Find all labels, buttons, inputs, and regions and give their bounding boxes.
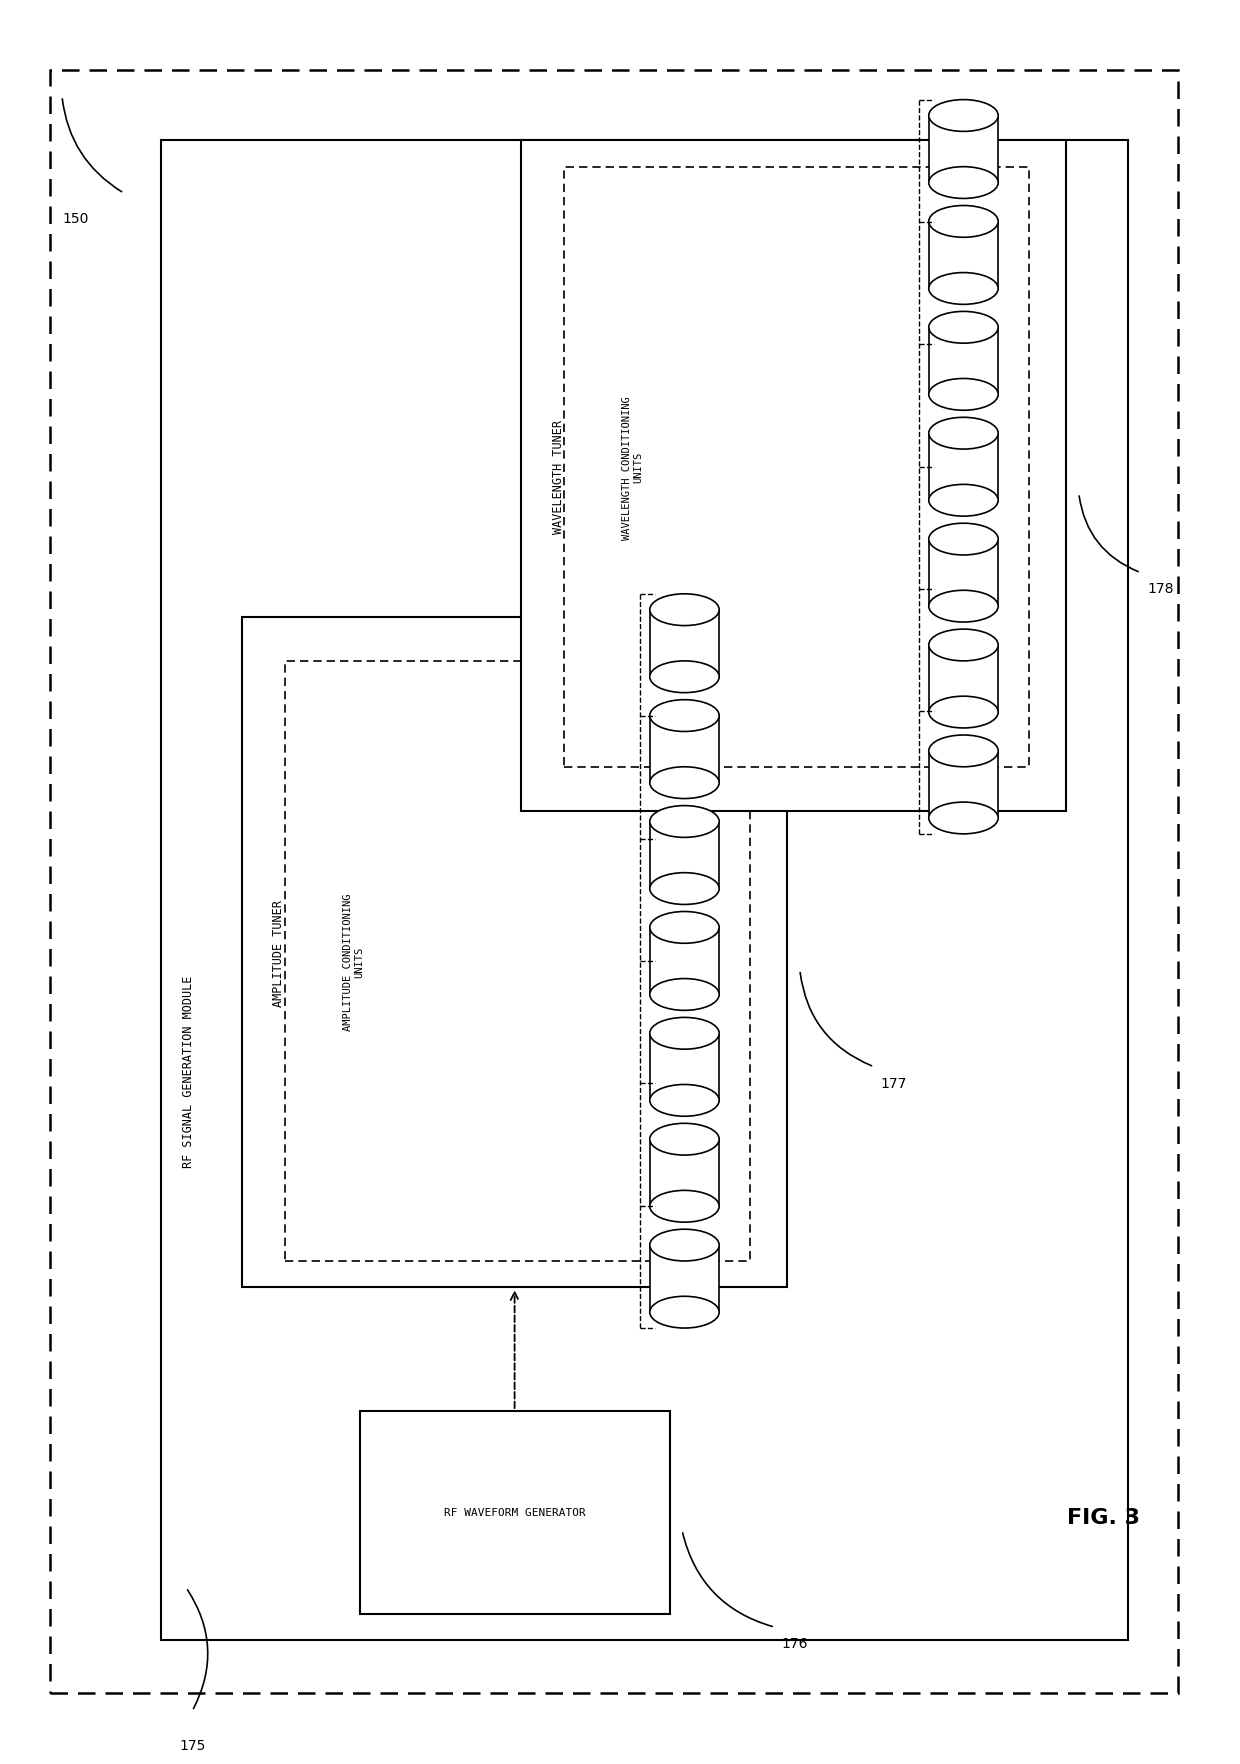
Ellipse shape — [929, 101, 998, 132]
Text: 175: 175 — [180, 1738, 206, 1752]
Bar — [929, 116, 998, 183]
Bar — [929, 751, 998, 818]
Ellipse shape — [650, 1191, 719, 1222]
Text: 178: 178 — [1147, 582, 1173, 596]
Ellipse shape — [650, 1018, 719, 1050]
Ellipse shape — [650, 1297, 719, 1328]
Ellipse shape — [650, 700, 719, 732]
Text: FIG. 3: FIG. 3 — [1068, 1506, 1140, 1528]
Ellipse shape — [929, 524, 998, 556]
Bar — [285, 662, 750, 1261]
Text: WAVELENGTH CONDITIONING
UNITS: WAVELENGTH CONDITIONING UNITS — [621, 395, 644, 540]
Ellipse shape — [650, 1124, 719, 1155]
Bar — [564, 168, 1029, 767]
Bar — [650, 610, 719, 677]
Bar — [929, 646, 998, 713]
Ellipse shape — [929, 697, 998, 729]
Ellipse shape — [650, 979, 719, 1011]
Ellipse shape — [929, 736, 998, 767]
Bar — [929, 434, 998, 501]
Ellipse shape — [929, 485, 998, 517]
Bar — [242, 617, 787, 1288]
Text: WAVELENGTH TUNER: WAVELENGTH TUNER — [552, 420, 564, 533]
Ellipse shape — [650, 806, 719, 838]
Bar — [929, 222, 998, 289]
Bar — [929, 540, 998, 607]
Ellipse shape — [929, 206, 998, 238]
Bar — [650, 716, 719, 783]
Bar — [360, 1411, 670, 1614]
Ellipse shape — [929, 379, 998, 411]
Ellipse shape — [929, 418, 998, 450]
Ellipse shape — [650, 873, 719, 905]
Bar — [650, 1034, 719, 1101]
Ellipse shape — [650, 1230, 719, 1261]
Ellipse shape — [929, 630, 998, 662]
Ellipse shape — [650, 1085, 719, 1117]
Ellipse shape — [929, 168, 998, 199]
Bar — [650, 822, 719, 889]
Ellipse shape — [929, 803, 998, 834]
Text: RF WAVEFORM GENERATOR: RF WAVEFORM GENERATOR — [444, 1508, 585, 1517]
Text: 150: 150 — [62, 212, 88, 226]
Bar — [161, 141, 1128, 1641]
Text: 177: 177 — [880, 1076, 906, 1090]
Bar — [929, 328, 998, 395]
Bar — [650, 928, 719, 995]
Ellipse shape — [650, 767, 719, 799]
Ellipse shape — [650, 662, 719, 693]
Ellipse shape — [650, 912, 719, 944]
Bar — [650, 1140, 719, 1207]
Ellipse shape — [929, 273, 998, 305]
Ellipse shape — [929, 312, 998, 344]
Text: 176: 176 — [781, 1637, 807, 1649]
Text: AMPLITUDE TUNER: AMPLITUDE TUNER — [273, 900, 285, 1005]
Bar — [650, 1245, 719, 1312]
Ellipse shape — [650, 594, 719, 626]
Text: AMPLITUDE CONDITIONING
UNITS: AMPLITUDE CONDITIONING UNITS — [342, 893, 365, 1030]
Text: RF SIGNAL GENERATION MODULE: RF SIGNAL GENERATION MODULE — [182, 975, 195, 1166]
Bar — [521, 141, 1066, 811]
Ellipse shape — [929, 591, 998, 623]
